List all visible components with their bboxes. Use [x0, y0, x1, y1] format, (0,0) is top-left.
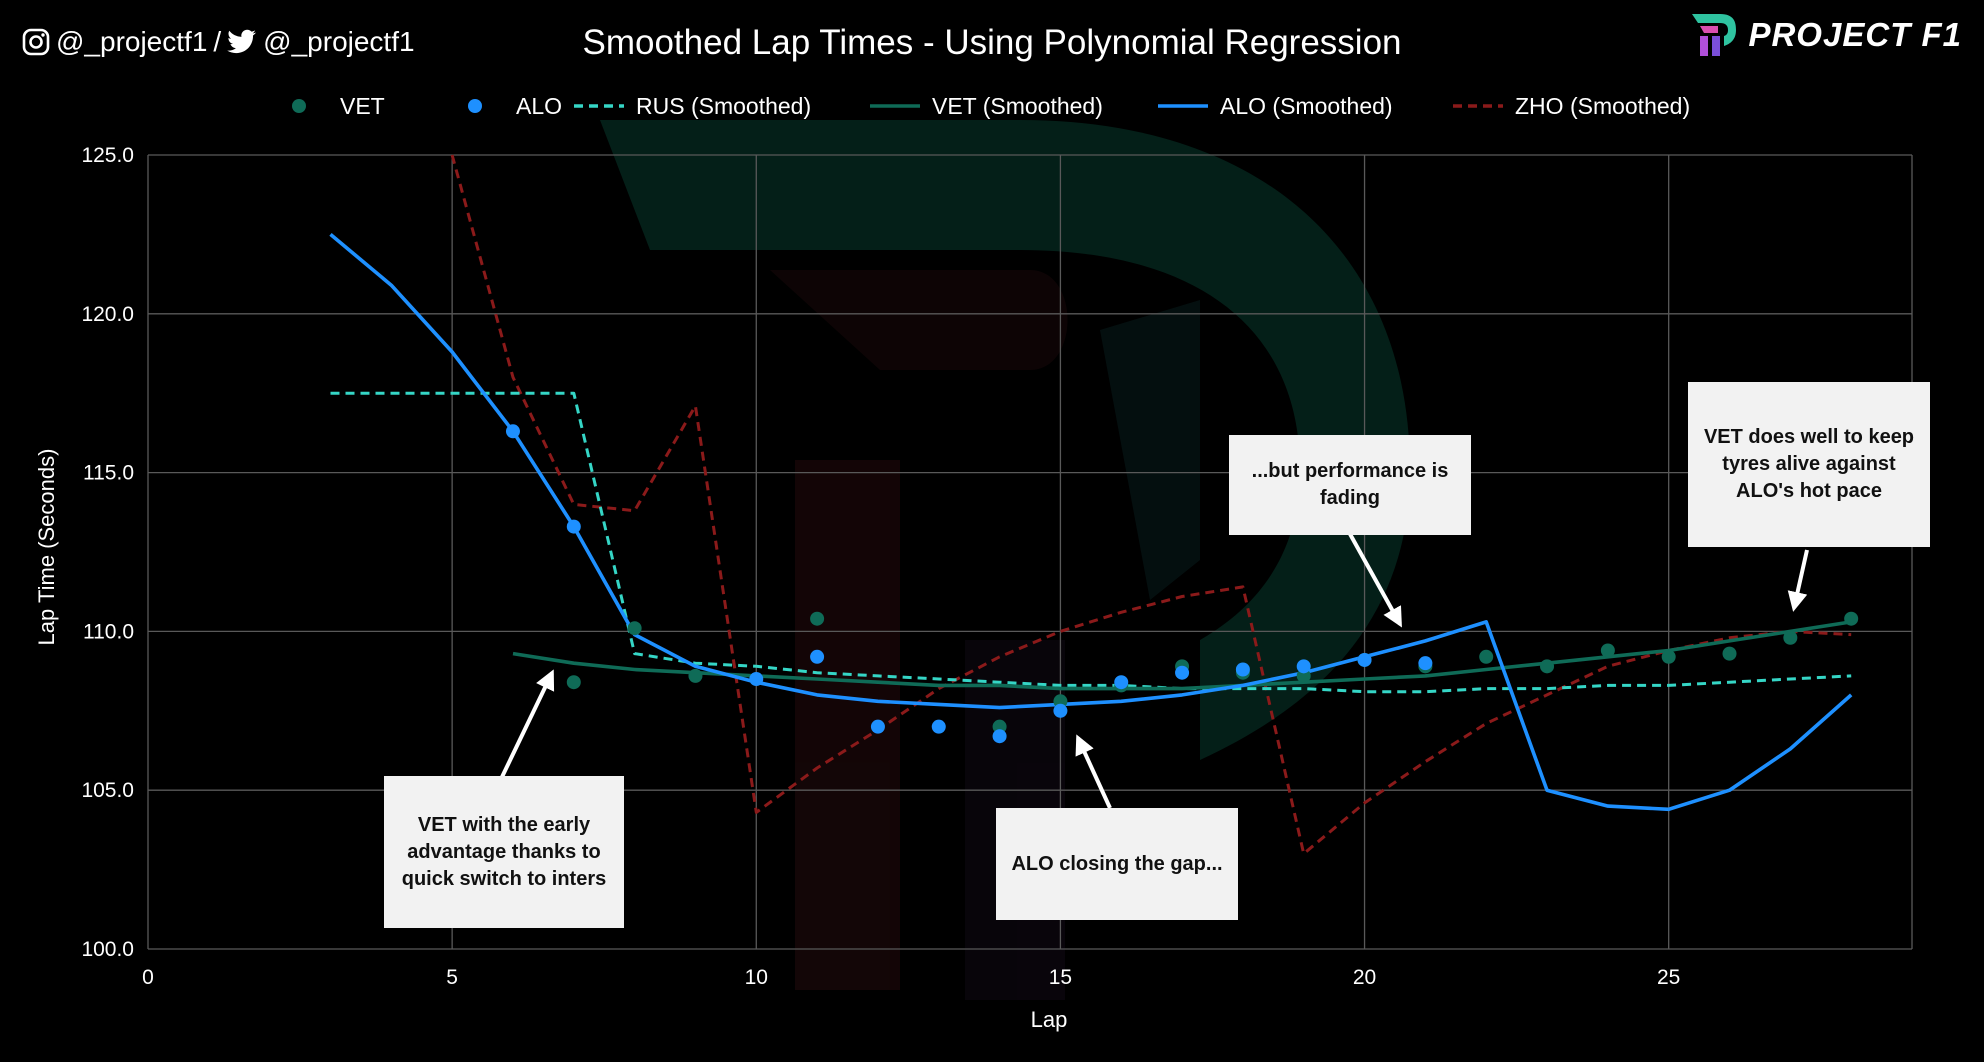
y-tick-label: 120.0	[81, 303, 134, 326]
twitter-handle: @_projectf1	[263, 26, 415, 57]
point-alo	[870, 719, 885, 734]
point-alo	[810, 649, 825, 664]
arrow-vet-early	[500, 669, 555, 778]
brand-logo: PROJECT F1	[1690, 12, 1962, 58]
point-alo	[1235, 662, 1250, 677]
legend-item-vet-smoothed: VET (Smoothed)	[870, 93, 1103, 119]
axes: 100.0 105.0 110.0 115.0 120.0 125.0 0 5 10 15 20 25	[81, 144, 1680, 989]
callout-arrows	[500, 533, 1809, 809]
legend-label: ALO	[516, 93, 562, 119]
arrow-performance-fading	[1348, 533, 1402, 628]
point-alo	[1114, 675, 1129, 690]
series-line-rus-smoothed	[330, 391, 1852, 694]
legend-item-rus-smoothed: RUS (Smoothed)	[574, 93, 811, 119]
series-layer	[329, 154, 1859, 856]
chart-title: Smoothed Lap Times - Using Polynomial Re…	[583, 23, 1402, 62]
callout-performance-fading: ...but performance is fading	[1229, 435, 1471, 535]
series-line-zho-smoothed	[450, 154, 1852, 856]
x-tick-label: 10	[745, 966, 768, 989]
point-alo	[1175, 665, 1190, 680]
series-vet-smoothed	[512, 620, 1852, 691]
series-line-vet-smoothed	[512, 620, 1852, 691]
point-alo	[749, 672, 764, 687]
point-vet	[1600, 643, 1615, 658]
legend-item-alo-smoothed: ALO (Smoothed)	[1158, 93, 1393, 119]
y-axis-label: Lap Time (Seconds)	[34, 449, 59, 646]
callout-text: VET does well to keep tyres alive agains…	[1703, 426, 1915, 502]
point-alo	[1053, 703, 1068, 718]
project-f1-logo-icon	[1692, 14, 1737, 56]
point-vet	[627, 621, 642, 636]
legend-marker	[292, 99, 306, 113]
point-vet	[810, 611, 825, 626]
callout-text: ...but performance is fading	[1251, 460, 1449, 509]
brand-name: PROJECT F1	[1748, 16, 1962, 53]
x-tick-label: 15	[1049, 966, 1072, 989]
y-tick-label: 105.0	[81, 779, 134, 802]
callout-vet-early-advantage: VET with the early advantage thanks to q…	[384, 776, 624, 928]
y-tick-label: 125.0	[81, 144, 134, 167]
point-alo	[992, 729, 1007, 744]
x-tick-label: 5	[446, 966, 458, 989]
series-rus-smoothed	[330, 391, 1852, 694]
legend-item-vet: VET	[292, 93, 385, 119]
x-axis-label: Lap	[1031, 1007, 1068, 1032]
y-tick-label: 110.0	[83, 620, 134, 643]
x-tick-label: 20	[1353, 966, 1376, 989]
social-handles: @_projectf1 / @_projectf1	[22, 26, 415, 58]
x-tick-label: 25	[1657, 966, 1680, 989]
point-alo	[566, 519, 581, 534]
point-vet	[566, 675, 581, 690]
point-alo	[1296, 659, 1311, 674]
callout-text: ALO closing the gap...	[1011, 852, 1223, 875]
legend-label: VET (Smoothed)	[932, 93, 1103, 119]
y-tick-label: 115.0	[83, 462, 134, 485]
series-zho-smoothed	[450, 154, 1852, 856]
arrow-alo-closing	[1075, 734, 1112, 809]
callout-vet-tyres-alive: VET does well to keep tyres alive agains…	[1688, 382, 1930, 547]
arrow-vet-tyres	[1787, 549, 1809, 612]
point-alo	[505, 424, 520, 439]
legend: VET ALO RUS (Smoothed) VET (Smoothed) ALO (S…	[292, 93, 1690, 119]
callout-alo-closing-gap: ALO closing the gap...	[996, 808, 1238, 920]
twitter-icon	[227, 29, 257, 54]
point-alo	[1418, 656, 1433, 671]
point-vet	[1479, 649, 1494, 664]
point-vet	[1661, 649, 1676, 664]
point-vet	[1722, 646, 1737, 661]
series-alo	[505, 424, 1433, 744]
callout-text: VET with the early advantage thanks to q…	[401, 813, 607, 890]
handle-separator: /	[213, 26, 222, 57]
legend-item-alo: ALO	[468, 93, 562, 119]
legend-item-zho-smoothed: ZHO (Smoothed)	[1453, 93, 1690, 119]
point-vet	[688, 668, 703, 683]
point-alo	[1357, 652, 1372, 667]
y-tick-label: 100.0	[81, 938, 134, 961]
legend-marker	[468, 99, 482, 113]
point-vet	[1844, 611, 1859, 626]
series-line-alo-smoothed	[329, 233, 1853, 812]
point-alo	[931, 719, 946, 734]
legend-label: VET	[340, 93, 385, 119]
legend-label: ALO (Smoothed)	[1220, 93, 1393, 119]
series-alo-smoothed	[329, 233, 1853, 812]
point-vet	[1540, 659, 1555, 674]
x-tick-label: 0	[142, 966, 154, 989]
legend-label: RUS (Smoothed)	[636, 93, 811, 119]
instagram-handle: @_projectf1	[56, 26, 208, 57]
instagram-icon	[22, 28, 50, 56]
legend-label: ZHO (Smoothed)	[1515, 93, 1690, 119]
point-vet	[1783, 630, 1798, 645]
